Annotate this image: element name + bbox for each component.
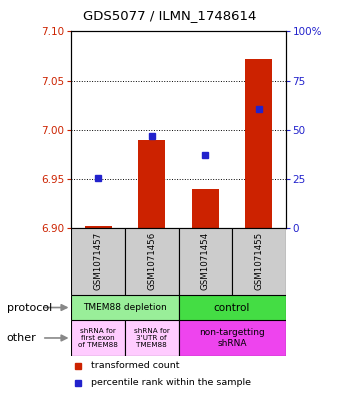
Bar — [125, 228, 178, 295]
Bar — [71, 228, 125, 295]
Bar — [192, 189, 219, 228]
Text: GSM1071454: GSM1071454 — [201, 232, 210, 290]
Text: transformed count: transformed count — [91, 362, 179, 371]
Text: GSM1071456: GSM1071456 — [147, 232, 156, 290]
Text: shRNA for
first exon
of TMEM88: shRNA for first exon of TMEM88 — [78, 328, 118, 348]
Text: other: other — [7, 333, 36, 343]
Bar — [85, 226, 112, 228]
Text: protocol: protocol — [7, 303, 52, 312]
Bar — [178, 228, 232, 295]
Bar — [138, 140, 165, 228]
Bar — [125, 320, 178, 356]
Bar — [71, 295, 178, 320]
Text: control: control — [214, 303, 250, 312]
Text: GDS5077 / ILMN_1748614: GDS5077 / ILMN_1748614 — [83, 9, 257, 22]
Bar — [232, 228, 286, 295]
Text: percentile rank within the sample: percentile rank within the sample — [91, 378, 251, 387]
Text: shRNA for
3'UTR of
TMEM88: shRNA for 3'UTR of TMEM88 — [134, 328, 170, 348]
Text: GSM1071455: GSM1071455 — [254, 232, 263, 290]
Text: non-targetting
shRNA: non-targetting shRNA — [199, 328, 265, 348]
Bar — [245, 59, 272, 228]
Bar — [71, 320, 125, 356]
Text: GSM1071457: GSM1071457 — [94, 232, 103, 290]
Bar — [178, 295, 286, 320]
Bar — [178, 320, 286, 356]
Text: TMEM88 depletion: TMEM88 depletion — [83, 303, 167, 312]
